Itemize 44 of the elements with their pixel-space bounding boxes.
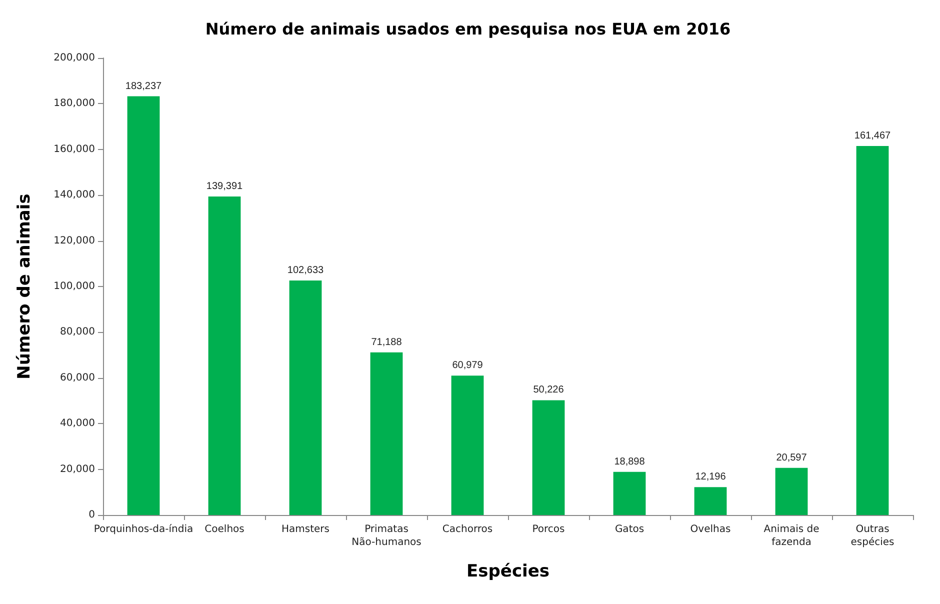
- data-label: 12,196: [695, 472, 726, 483]
- bar: [856, 146, 889, 515]
- bar: [613, 472, 646, 515]
- y-tick-label: 20,000: [60, 464, 95, 475]
- y-tick-label: 40,000: [60, 418, 95, 430]
- y-tick-label: 160,000: [54, 144, 95, 155]
- data-label: 161,467: [854, 130, 892, 142]
- x-tick-label: Porcos: [532, 524, 565, 535]
- bar: [370, 352, 403, 515]
- data-label: 20,597: [776, 452, 808, 464]
- bar: [775, 468, 808, 515]
- data-label: 60,979: [452, 360, 484, 372]
- x-tick-label: Coelhos: [204, 524, 244, 535]
- bar: [532, 400, 565, 515]
- x-tick-label: Outras espécies: [850, 524, 894, 548]
- x-tick-label: Gatos: [614, 524, 644, 535]
- x-tick-label: Ovelhas: [690, 524, 731, 535]
- bar: [208, 196, 241, 515]
- data-label: 139,391: [206, 180, 244, 192]
- data-label: 102,633: [287, 264, 324, 276]
- y-tick-label: 200,000: [54, 52, 95, 64]
- y-tick-label: 120,000: [54, 235, 95, 246]
- y-tick-label: 180,000: [54, 98, 95, 110]
- x-tick-label: Primatas Não-humanos: [352, 524, 422, 548]
- y-tick-label: 0: [88, 510, 95, 520]
- data-label: 71,188: [371, 336, 402, 348]
- bar: [694, 487, 727, 515]
- data-label: 50,226: [533, 384, 564, 396]
- bar: [451, 376, 484, 515]
- y-tick-label: 80,000: [60, 326, 95, 338]
- x-tick-label: Hamsters: [282, 524, 330, 535]
- x-axis-title: Espécies: [466, 562, 550, 582]
- data-label: 18,898: [614, 456, 646, 468]
- bar: [289, 280, 322, 515]
- chart-title: Número de animais usados em pesquisa nos EUA em 2016: [205, 20, 731, 38]
- x-tick-label: Cachorros: [442, 524, 493, 535]
- bar: [127, 96, 160, 515]
- y-tick-label: 140,000: [54, 190, 95, 201]
- data-label: 183,237: [125, 80, 162, 92]
- y-tick-label: 100,000: [54, 281, 95, 292]
- y-axis-title: Número de animais: [14, 194, 34, 380]
- x-tick-label: Porquinhos-da-índia: [94, 524, 194, 535]
- y-tick-label: 60,000: [60, 372, 95, 384]
- x-tick-label: Animais de fazenda: [764, 524, 820, 548]
